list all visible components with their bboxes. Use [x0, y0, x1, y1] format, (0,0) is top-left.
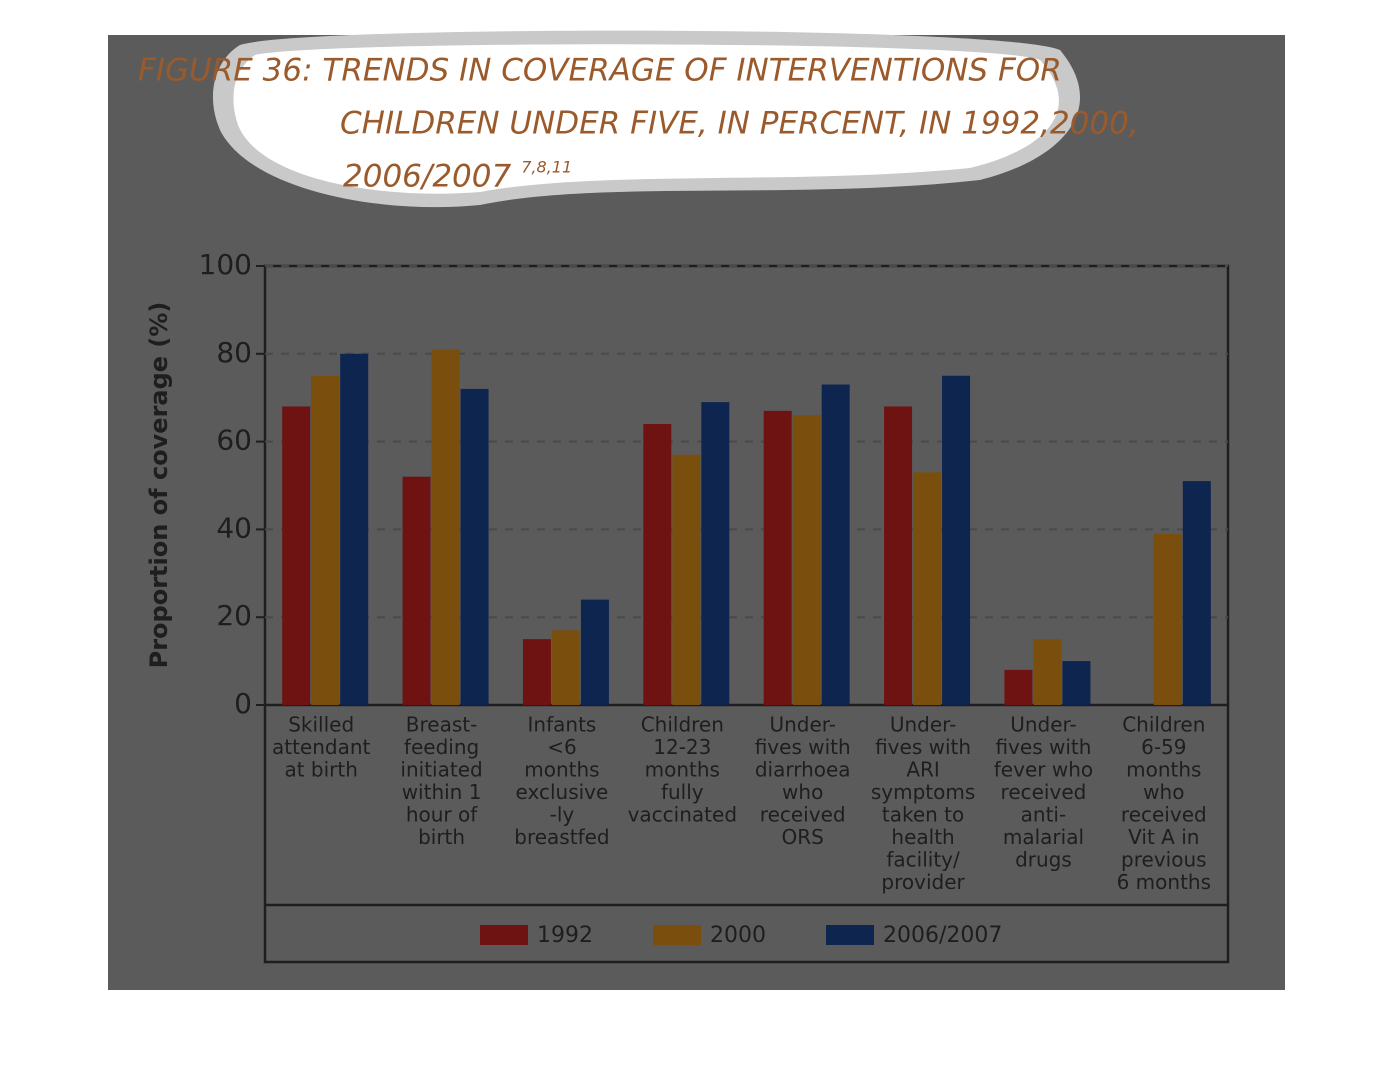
title-highlight [233, 44, 1059, 194]
bar [884, 406, 913, 705]
x-tick-label: 6 months [1117, 870, 1211, 894]
legend-label: 2006/2007 [883, 923, 1002, 948]
bar [1153, 533, 1182, 705]
bar [643, 424, 672, 705]
title: FIGURE 36: TRENDS IN COVERAGE OF INTERVE… [138, 53, 1139, 195]
x-tick-label: birth [418, 825, 465, 849]
x-tick-label: health [891, 825, 954, 849]
bar [672, 454, 701, 705]
x-tick-label: fives with [755, 735, 851, 759]
x-tick-label: -ly [550, 803, 575, 827]
x-tick-label: malarial [1003, 825, 1084, 849]
title-line: CHILDREN UNDER FIVE, IN PERCENT, IN 1992… [340, 106, 1139, 142]
y-tick-label: 60 [216, 424, 252, 457]
title-line: 2006/2007 [343, 159, 512, 195]
bar [522, 639, 551, 705]
x-tick-label: taken to [882, 803, 964, 827]
x-tick-label: months [645, 758, 720, 782]
x-tick-label: who [782, 780, 823, 804]
bar [402, 476, 431, 705]
bar [942, 375, 971, 705]
x-tick-label: <6 [547, 735, 576, 759]
legend-label: 1992 [537, 923, 593, 948]
x-tick-label: fully [661, 780, 704, 804]
x-tick-label: anti- [1021, 803, 1067, 827]
x-tick-label: Under- [890, 713, 956, 737]
x-tick-label: months [524, 758, 599, 782]
bar [1004, 669, 1033, 705]
x-tick-label: received [1001, 780, 1087, 804]
y-tick-label: 100 [199, 248, 252, 281]
x-tick-label: drugs [1015, 848, 1072, 872]
x-tick-label: Under- [1010, 713, 1076, 737]
bar [913, 472, 942, 705]
x-tick-label: previous [1121, 848, 1207, 872]
legend-swatch [480, 925, 528, 945]
bar [460, 388, 489, 705]
bar [1033, 639, 1062, 705]
bar [763, 410, 792, 705]
bar [311, 375, 340, 705]
x-tick-label: fives with [995, 735, 1091, 759]
y-tick-label: 0 [234, 687, 252, 720]
x-tick-label: at birth [284, 758, 357, 782]
x-tick-label: facility/ [886, 848, 960, 872]
bar [1182, 481, 1211, 705]
legend-label: 2000 [710, 923, 766, 948]
x-tick-label: fever who [994, 758, 1093, 782]
x-tick-label: who [1143, 780, 1184, 804]
x-tick-label: Children [641, 713, 724, 737]
legend-swatch [826, 925, 874, 945]
x-tick-label: Breast- [406, 713, 478, 737]
x-tick-label: provider [881, 870, 965, 894]
y-tick-label: 80 [216, 336, 252, 369]
x-tick-label: initiated [400, 758, 482, 782]
x-tick-label: months [1126, 758, 1201, 782]
bar [821, 384, 850, 705]
x-tick-label: breastfed [514, 825, 609, 849]
x-tick-label: ORS [782, 825, 824, 849]
x-tick-label: attendant [272, 735, 371, 759]
bar [340, 353, 369, 705]
bar [282, 406, 311, 705]
y-axis-label: Proportion of coverage (%) [145, 302, 173, 669]
x-tick-label: fives with [875, 735, 971, 759]
y-tick-label: 40 [216, 511, 252, 544]
title-line: FIGURE 36: TRENDS IN COVERAGE OF INTERVE… [138, 53, 1062, 89]
x-tick-label: received [1121, 803, 1207, 827]
x-tick-label: ARI [906, 758, 939, 782]
x-tick-label: exclusive [516, 780, 609, 804]
x-tick-label: within 1 [402, 780, 482, 804]
x-tick-label: Vit A in [1128, 825, 1199, 849]
title-superscript: 7,8,11 [521, 158, 572, 177]
bar [701, 402, 730, 705]
bar [431, 349, 460, 705]
legend-swatch [653, 925, 701, 945]
x-tick-label: diarrhoea [755, 758, 851, 782]
x-tick-label: Infants [528, 713, 597, 737]
x-tick-label: feeding [404, 735, 479, 759]
bar [1062, 661, 1091, 705]
x-tick-label: 12-23 [653, 735, 711, 759]
x-tick-label: received [760, 803, 846, 827]
x-tick-label: symptoms [871, 780, 975, 804]
x-tick-label: Children [1122, 713, 1205, 737]
x-tick-label: vaccinated [628, 803, 737, 827]
x-tick-label: 6-59 [1141, 735, 1186, 759]
x-tick-label: Skilled [288, 713, 354, 737]
x-tick-label: Under- [769, 713, 835, 737]
bar [580, 599, 609, 705]
bar [792, 415, 821, 705]
bar [551, 630, 580, 705]
y-tick-label: 20 [216, 599, 252, 632]
x-tick-label: hour of [406, 803, 478, 827]
